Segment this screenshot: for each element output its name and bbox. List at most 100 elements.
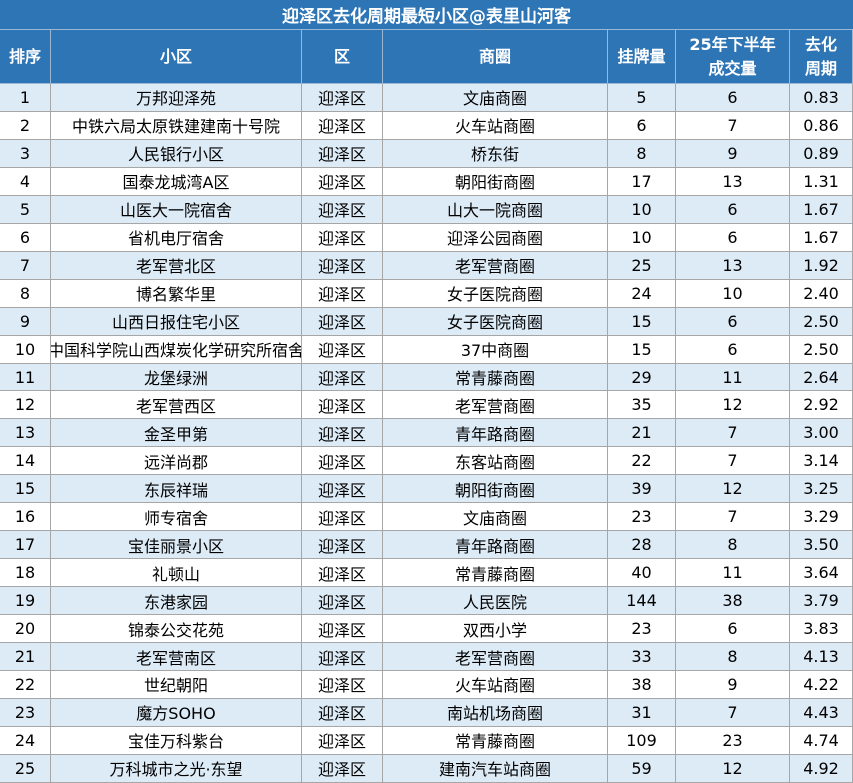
table-cell: 31 <box>608 698 676 727</box>
table-cell: 4.22 <box>790 671 853 699</box>
table-cell: 山医大一院宿舍 <box>51 195 302 224</box>
table-cell: 4.92 <box>790 754 853 783</box>
table-cell: 常青藤商圈 <box>383 363 608 392</box>
table-cell: 144 <box>608 587 676 616</box>
table-cell: 29 <box>608 363 676 392</box>
table-cell: 6 <box>676 615 790 644</box>
table-cell: 20 <box>0 615 51 644</box>
table-cell: 10 <box>0 335 51 364</box>
table-cell: 6 <box>676 84 790 112</box>
table-cell: 迎泽区 <box>302 279 383 308</box>
table-cell: 宝佳丽景小区 <box>51 531 302 560</box>
table-cell: 常青藤商圈 <box>383 559 608 588</box>
table-cell: 3.14 <box>790 447 853 476</box>
table-cell: 迎泽区 <box>302 754 383 783</box>
table-cell: 0.83 <box>790 84 853 112</box>
table-cell: 迎泽区 <box>302 503 383 532</box>
table-cell: 2.40 <box>790 279 853 308</box>
table-cell: 7 <box>676 447 790 476</box>
table-cell: 女子医院商圈 <box>383 279 608 308</box>
table-cell: 1.67 <box>790 223 853 252</box>
table-cell: 魔方SOHO <box>51 698 302 727</box>
table-cell: 建南汽车站商圈 <box>383 754 608 783</box>
table-cell: 22 <box>0 671 51 699</box>
table-cell: 常青藤商圈 <box>383 726 608 755</box>
table-cell: 人民银行小区 <box>51 139 302 168</box>
column-header: 25年下半年 成交量 <box>676 30 790 84</box>
table-cell: 迎泽区 <box>302 167 383 196</box>
table-cell: 1.31 <box>790 167 853 196</box>
table-cell: 21 <box>0 643 51 672</box>
table-cell: 9 <box>676 671 790 699</box>
table-cell: 迎泽区 <box>302 195 383 224</box>
table-cell: 世纪朝阳 <box>51 671 302 699</box>
table-cell: 4.74 <box>790 726 853 755</box>
table-cell: 6 <box>0 223 51 252</box>
table-cell: 文庙商圈 <box>383 84 608 112</box>
table-cell: 2 <box>0 111 51 140</box>
table-cell: 火车站商圈 <box>383 671 608 699</box>
table-cell: 东港家园 <box>51 587 302 616</box>
table-cell: 9 <box>0 307 51 336</box>
table-cell: 东客站商圈 <box>383 447 608 476</box>
table-cell: 东辰祥瑞 <box>51 475 302 504</box>
table-cell: 1 <box>0 84 51 112</box>
table-cell: 23 <box>608 503 676 532</box>
table-cell: 6 <box>608 111 676 140</box>
column-header: 去化 周期 <box>790 30 853 84</box>
table-cell: 25 <box>608 251 676 280</box>
table-cell: 老军营南区 <box>51 643 302 672</box>
table-cell: 8 <box>676 531 790 560</box>
table-cell: 4.43 <box>790 698 853 727</box>
table-cell: 中铁六局太原铁建建南十号院 <box>51 111 302 140</box>
column-header: 排序 <box>0 30 51 84</box>
table-cell: 南站机场商圈 <box>383 698 608 727</box>
table-cell: 迎泽区 <box>302 363 383 392</box>
table-cell: 3.00 <box>790 419 853 448</box>
table-cell: 11 <box>676 363 790 392</box>
table-cell: 7 <box>676 111 790 140</box>
table-cell: 13 <box>676 167 790 196</box>
table-cell: 10 <box>608 223 676 252</box>
table-cell: 10 <box>608 195 676 224</box>
table-cell: 迎泽区 <box>302 139 383 168</box>
column-header: 区 <box>302 30 383 84</box>
table: 排序 小区区商圈 挂牌量 25年下半年 成交量 去化 周期 1 万邦迎泽苑 迎泽区 文庙商圈 5 6… <box>0 30 853 783</box>
table-cell: 老军营西区 <box>51 391 302 420</box>
table-cell: 12 <box>676 391 790 420</box>
table-cell: 14 <box>0 447 51 476</box>
table-cell: 山西日报住宅小区 <box>51 307 302 336</box>
table-cell: 5 <box>608 84 676 112</box>
table-cell: 11 <box>676 559 790 588</box>
table-cell: 迎泽区 <box>302 587 383 616</box>
table-cell: 24 <box>608 279 676 308</box>
table-cell: 15 <box>0 475 51 504</box>
table-cell: 迎泽区 <box>302 475 383 504</box>
table-cell: 锦泰公交花苑 <box>51 615 302 644</box>
table-cell: 23 <box>676 726 790 755</box>
table-cell: 万邦迎泽苑 <box>51 84 302 112</box>
table-cell: 女子医院商圈 <box>383 307 608 336</box>
table-cell: 迎泽区 <box>302 698 383 727</box>
table-cell: 3.83 <box>790 615 853 644</box>
table-cell: 青年路商圈 <box>383 531 608 560</box>
table-cell: 6 <box>676 223 790 252</box>
table-cell: 0.89 <box>790 139 853 168</box>
table-cell: 文庙商圈 <box>383 503 608 532</box>
table-cell: 迎泽区 <box>302 643 383 672</box>
table-cell: 1.67 <box>790 195 853 224</box>
table-cell: 18 <box>0 559 51 588</box>
table-cell: 龙堡绿洲 <box>51 363 302 392</box>
table-cell: 双西小学 <box>383 615 608 644</box>
table-cell: 17 <box>0 531 51 560</box>
table-cell: 21 <box>608 419 676 448</box>
table-cell: 博名繁华里 <box>51 279 302 308</box>
table-cell: 3.64 <box>790 559 853 588</box>
table-cell: 迎泽区 <box>302 335 383 364</box>
table-cell: 38 <box>608 671 676 699</box>
table-cell: 礼顿山 <box>51 559 302 588</box>
table-cell: 37中商圈 <box>383 335 608 364</box>
table-cell: 朝阳街商圈 <box>383 167 608 196</box>
table-cell: 中国科学院山西煤炭化学研究所宿舍 <box>51 335 302 364</box>
